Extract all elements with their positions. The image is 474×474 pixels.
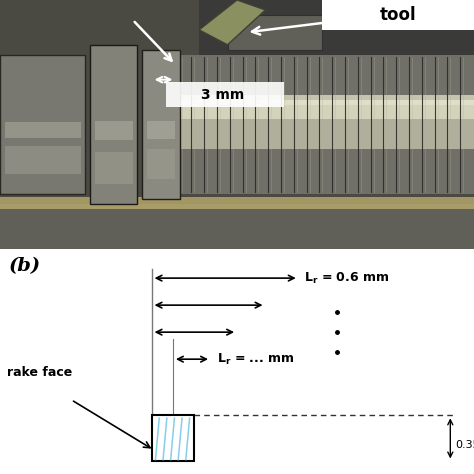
Text: tool: tool <box>380 6 417 24</box>
Text: $\mathbf{L_r}$ = 0.6 mm: $\mathbf{L_r}$ = 0.6 mm <box>304 271 390 286</box>
Text: rake face: rake face <box>7 366 73 379</box>
Bar <box>152 105 474 149</box>
Polygon shape <box>199 0 265 45</box>
Bar <box>152 55 474 194</box>
Bar <box>95 152 133 184</box>
Bar <box>228 15 322 50</box>
Bar <box>199 0 474 65</box>
Bar <box>0 204 474 249</box>
Text: 3 mm: 3 mm <box>201 88 245 101</box>
Text: $\mathbf{L_r}$ = ... mm: $\mathbf{L_r}$ = ... mm <box>217 352 294 367</box>
Bar <box>147 121 175 139</box>
Bar <box>95 121 133 140</box>
Bar <box>5 146 81 174</box>
Bar <box>90 45 137 204</box>
Text: 0.35: 0.35 <box>455 440 474 450</box>
Bar <box>152 95 474 105</box>
Bar <box>199 0 474 95</box>
Bar <box>0 197 474 209</box>
Bar <box>152 55 474 194</box>
Bar <box>5 122 81 138</box>
Bar <box>142 50 180 199</box>
Bar <box>147 149 175 179</box>
Text: (b): (b) <box>9 257 41 275</box>
Bar <box>152 415 194 461</box>
Bar <box>322 0 474 30</box>
Bar <box>166 82 284 107</box>
Bar <box>0 55 85 194</box>
Bar <box>152 100 474 119</box>
